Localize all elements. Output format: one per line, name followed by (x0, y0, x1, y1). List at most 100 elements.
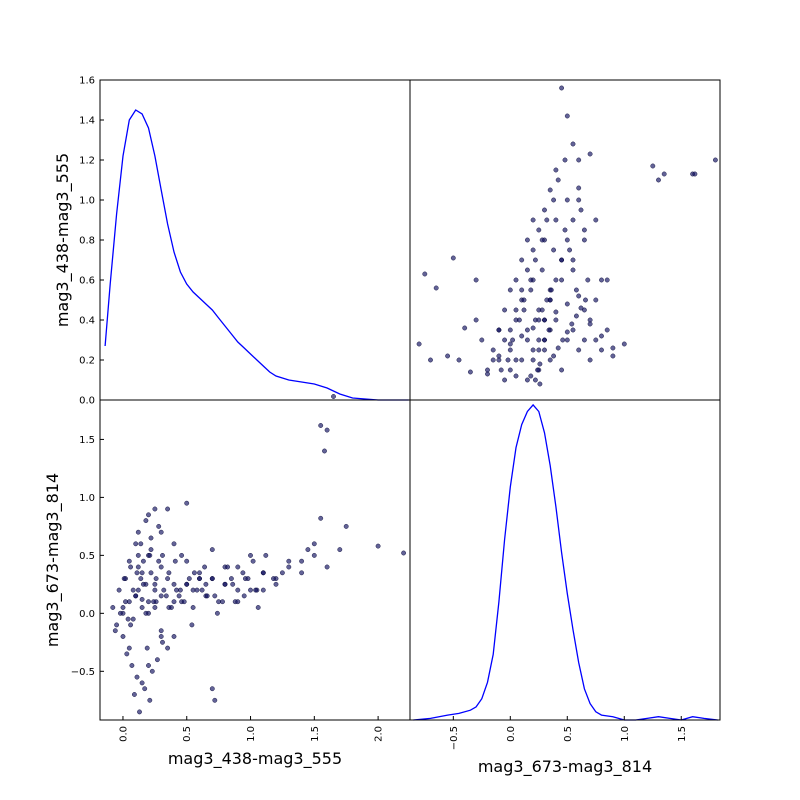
scatter-point-bottom-left (286, 558, 292, 564)
scatter-point-top-right (539, 267, 545, 273)
scatter-point-bottom-left (235, 599, 241, 605)
scatter-point-top-right (548, 287, 554, 293)
scatter-point-bottom-left (147, 697, 153, 703)
scatter-point-bottom-left (144, 645, 150, 651)
scatter-point-top-right (507, 327, 513, 333)
scatter-point-top-right (551, 353, 556, 359)
scatter-point-bottom-left (146, 663, 151, 668)
scatter-point-top-right (525, 377, 530, 383)
scatter-point-top-right (542, 347, 547, 353)
scatter-point-bottom-left (273, 581, 279, 587)
y-tick-label-bottom: 1.0 (79, 493, 95, 504)
scatter-point-bottom-left (214, 610, 220, 616)
scatter-point-bottom-left (140, 581, 146, 587)
scatter-point-top-right (562, 157, 568, 163)
scatter-point-top-right (585, 277, 591, 283)
scatter-point-bottom-left (112, 628, 118, 634)
scatter-point-bottom-left (184, 581, 190, 587)
scatter-point-bottom-left (299, 558, 304, 564)
scatter-point-top-right (656, 177, 661, 183)
scatter-point-bottom-left (286, 564, 292, 570)
scatter-point-top-right (496, 327, 502, 333)
scatter-point-bottom-left (230, 581, 236, 587)
scatter-point-bottom-left (152, 581, 158, 587)
scatter-point-top-right (450, 255, 456, 261)
scatter-point-top-right (553, 217, 559, 223)
x-tick-label-left: 1.0 (246, 726, 257, 742)
scatter-point-bottom-left (161, 587, 167, 593)
scatter-point-bottom-left (152, 605, 158, 610)
scatter-point-bottom-left (248, 553, 253, 558)
scatter-point-bottom-left (126, 558, 132, 564)
scatter-point-bottom-left (143, 518, 149, 523)
scatter-point-bottom-left (250, 558, 256, 564)
scatter-point-top-right (513, 307, 519, 313)
scatter-point-bottom-left (165, 576, 171, 581)
scatter-point-bottom-left (151, 599, 157, 605)
y-tick-label-bottom: 0.5 (79, 551, 95, 562)
scatter-point-top-right (692, 171, 698, 177)
scatter-point-bottom-left (331, 394, 336, 399)
x-axis-label-left: mag3_438-mag3_555 (168, 749, 342, 769)
scatter-point-top-right (502, 307, 507, 313)
scatter-point-bottom-left (121, 576, 127, 581)
scatter-point-top-right (578, 207, 584, 213)
scatter-point-top-right (513, 357, 519, 363)
scatter-point-top-right (496, 353, 502, 359)
scatter-point-bottom-left (135, 564, 141, 570)
scatter-point-bottom-left (158, 529, 164, 535)
scatter-point-top-right (530, 247, 536, 253)
scatter-point-bottom-left (158, 593, 164, 599)
scatter-point-bottom-left (128, 564, 134, 570)
scatter-point-bottom-left (197, 570, 202, 576)
scatter-point-bottom-left (311, 541, 317, 547)
y-tick-label-top: 1.2 (79, 156, 95, 167)
scatter-point-bottom-left (152, 587, 158, 593)
scatter-point-top-right (528, 373, 534, 379)
scatter-point-top-right (422, 271, 428, 277)
scatter-point-top-right (456, 357, 462, 363)
x-tick-label-right: 0.5 (563, 726, 574, 742)
scatter-point-bottom-left (197, 576, 202, 581)
scatter-point-top-right (551, 247, 556, 253)
scatter-point-top-right (574, 287, 579, 293)
scatter-point-bottom-left (343, 524, 349, 529)
scatter-point-top-right (473, 277, 479, 283)
scatter-point-bottom-left (128, 622, 134, 628)
scatter-point-bottom-left (110, 605, 116, 610)
scatter-point-top-right (498, 367, 504, 373)
scatter-point-top-right (513, 277, 519, 283)
scatter-point-top-right (587, 321, 593, 327)
x-tick-label-left: 0.5 (182, 726, 193, 742)
scatter-point-top-right (533, 257, 538, 263)
kde-line-mag3-438-555 (104, 109, 409, 401)
scatter-point-bottom-left (324, 427, 330, 433)
scatter-point-bottom-left (184, 558, 190, 564)
scatter-point-top-right (576, 185, 582, 191)
scatter-point-bottom-left (166, 570, 172, 576)
scatter-point-top-right (485, 367, 490, 373)
scatter-point-top-right (536, 227, 542, 233)
y-tick-label-top: 0.4 (79, 316, 95, 327)
scatter-point-top-right (521, 297, 527, 303)
scatter-point-top-right (576, 347, 582, 353)
x-axis-label-right: mag3_673-mag3_814 (478, 757, 652, 777)
scatter-point-top-right (610, 345, 616, 351)
y-tick-label-bottom: 1.5 (79, 435, 95, 446)
scatter-point-top-right (560, 337, 566, 343)
scatter-point-bottom-left (131, 692, 137, 697)
scatter-point-bottom-left (138, 541, 144, 547)
scatter-point-bottom-left (181, 599, 187, 605)
scatter-point-bottom-left (212, 593, 218, 599)
scatter-point-top-right (604, 277, 610, 283)
scatter-point-top-right (507, 367, 513, 373)
scatter-point-top-right (564, 113, 570, 119)
scatter-point-bottom-left (186, 576, 192, 581)
scatter-point-bottom-left (225, 564, 231, 570)
scatter-point-bottom-left (199, 587, 205, 593)
scatter-point-bottom-left (171, 581, 177, 587)
scatter-point-top-right (564, 197, 570, 203)
scatter-point-top-right (570, 141, 576, 147)
scatter-point-top-right (528, 287, 534, 293)
x-tick-label-left: 2.0 (374, 726, 385, 742)
